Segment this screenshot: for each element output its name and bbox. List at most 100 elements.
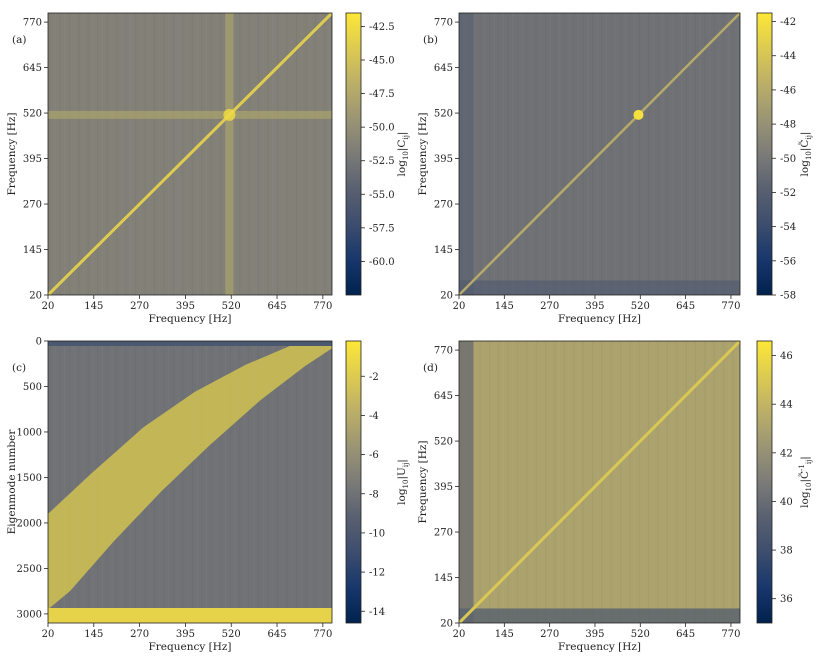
y-tick-label: 2500	[17, 564, 42, 575]
y-tick-label: 1000	[17, 427, 42, 438]
colorbar-tick-label: -42.5	[369, 22, 395, 33]
colorbar-tick-label: -8	[369, 489, 379, 500]
y-tick-label: 395	[434, 154, 453, 165]
x-tick-label: 20	[42, 629, 55, 640]
colorbar-tick-label: -4	[369, 411, 379, 422]
x-tick-label: 395	[176, 629, 195, 640]
colorbar-label: log10|C̃ij|	[798, 132, 813, 177]
colorbar	[756, 12, 773, 296]
colorbar-tick-label: -14	[369, 607, 385, 618]
colorbar-tick-label: -52.5	[369, 156, 395, 167]
x-tick-label: 20	[453, 629, 466, 640]
y-tick-label: 645	[434, 391, 453, 402]
heatmap-image	[48, 13, 332, 295]
y-tick-label: 270	[23, 200, 42, 211]
colorbar-tick-label: 40	[780, 497, 793, 508]
colorbar-tick-label: 44	[780, 400, 793, 411]
colorbar-tick-label: -6	[369, 450, 379, 461]
y-tick-label: 770	[434, 346, 453, 357]
x-tick-label: 520	[222, 301, 241, 312]
y-tick-label: 2000	[17, 518, 42, 529]
panel-3: 20 145 270 395 520 645 770 0 500 1000 1500 2000 2500…	[6, 337, 410, 654]
panel-label: (c)	[12, 362, 26, 374]
heatmap-image	[459, 341, 740, 623]
colorbar-tick-label: -10	[369, 528, 385, 539]
y-axis-label: Frequency [Hz]	[6, 112, 18, 195]
x-tick-label: 145	[84, 301, 103, 312]
y-tick-label: 395	[23, 154, 42, 165]
y-tick-label: 20	[440, 619, 453, 630]
panel-1: 20 145 270 395 520 645 770 20 145 270 395 520 645 770…	[6, 12, 410, 325]
y-axis-label: Eigenmode number	[6, 429, 18, 535]
panel-label: (a)	[12, 34, 26, 46]
colorbar-tick-label: -54	[780, 222, 796, 233]
colorbar-tick-label: -55.0	[369, 190, 395, 201]
colorbar-label: log10|C̃-1ij|	[798, 456, 813, 508]
y-tick-label: 0	[36, 337, 42, 348]
y-tick-label: 520	[434, 109, 453, 120]
colorbar-tick-label: -57.5	[369, 223, 395, 234]
y-tick-label: 145	[23, 245, 42, 256]
x-tick-label: 270	[540, 301, 559, 312]
y-tick-label: 145	[434, 573, 453, 584]
axes-frame	[47, 12, 333, 296]
x-tick-label: 395	[585, 629, 604, 640]
x-axis-label: Frequency [Hz]	[148, 313, 231, 325]
y-tick-label: 145	[434, 245, 453, 256]
colorbar-tick-label: -52	[780, 188, 796, 199]
colorbar	[756, 340, 773, 624]
colorbar-tick-label: 42	[780, 448, 793, 459]
diagonal-band	[48, 13, 332, 295]
heatmap-image	[459, 13, 740, 295]
x-tick-label: 520	[631, 301, 650, 312]
x-tick-label: 645	[676, 301, 695, 312]
colorbar-label: log10|Uij|	[396, 459, 410, 505]
x-tick-label: 395	[176, 301, 195, 312]
diagonal-band	[459, 13, 740, 295]
panel-label: (b)	[423, 34, 438, 46]
x-tick-label: 20	[42, 301, 55, 312]
low-frequency-band-vertical	[459, 13, 474, 295]
heatmap-image	[48, 341, 332, 623]
x-tick-label: 270	[130, 629, 149, 640]
colorbar-label: log10|Cij|	[396, 132, 410, 177]
eigenmode-band	[48, 342, 332, 623]
colorbar-tick-label: -2	[369, 372, 379, 383]
x-tick-label: 145	[495, 629, 514, 640]
colorbar-tick-label: -45.0	[369, 56, 395, 67]
y-tick-label: 520	[23, 109, 42, 120]
y-axis-label: Frequency [Hz]	[417, 440, 429, 523]
y-tick-label: 770	[434, 18, 453, 29]
axes-frame	[458, 12, 741, 296]
x-tick-label: 770	[313, 629, 332, 640]
panel-2: 20 145 270 395 520 645 770 20 145 270 395 520 645 770…	[417, 12, 813, 325]
x-axis-label: Frequency [Hz]	[558, 641, 641, 653]
colorbar-tick-label: -50	[780, 154, 796, 165]
colorbar-tick-label: -60.0	[369, 257, 395, 268]
low-frequency-band-horizontal	[459, 608, 740, 623]
colorbar-tick-label: 38	[780, 546, 793, 557]
colorbar-tick-label: -44	[780, 51, 796, 62]
colorbar-tick-label: -46	[780, 85, 796, 96]
colorbar-tick-label: -12	[369, 568, 385, 579]
x-tick-label: 270	[130, 301, 149, 312]
panel-4: 20 145 270 395 520 645 770 20 145 270 395 520 645 770…	[417, 340, 813, 653]
diagonal-band	[459, 341, 740, 623]
bottom-band	[48, 608, 332, 623]
x-tick-label: 770	[313, 301, 332, 312]
colorbar-tick-label: -58	[780, 291, 796, 302]
y-tick-label: 270	[434, 528, 453, 539]
y-tick-label: 645	[23, 63, 42, 74]
bright-spot	[633, 109, 644, 120]
colorbar-tick-label: 36	[780, 594, 793, 605]
y-tick-label: 270	[434, 200, 453, 211]
x-tick-label: 270	[540, 629, 559, 640]
axes-frame	[47, 340, 333, 624]
x-tick-label: 520	[631, 629, 650, 640]
colorbar-tick-label: -48	[780, 120, 796, 131]
y-axis-label: Frequency [Hz]	[417, 112, 429, 195]
panel-label: (d)	[423, 362, 438, 374]
y-tick-label: 3000	[17, 609, 42, 620]
y-tick-label: 770	[23, 18, 42, 29]
